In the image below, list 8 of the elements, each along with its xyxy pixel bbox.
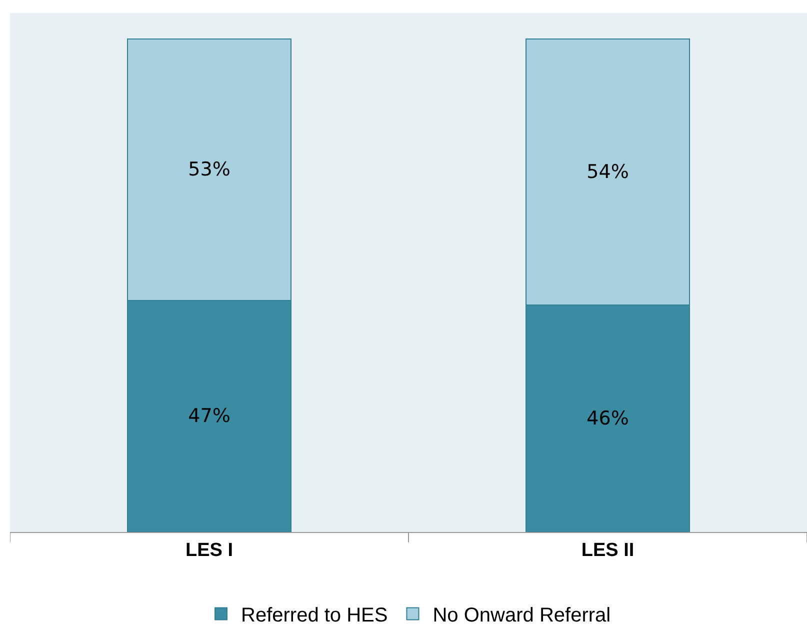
data-label: 53% [188,158,230,181]
data-label: 54% [586,161,629,184]
legend-label: No Onward Referral [432,604,611,627]
data-label: 46% [586,408,629,430]
legend-label: Referred to HES [241,604,388,627]
x-tick-label: LES II [581,540,634,561]
data-label: 47% [188,405,230,428]
x-tick-label: LES I [185,540,234,561]
